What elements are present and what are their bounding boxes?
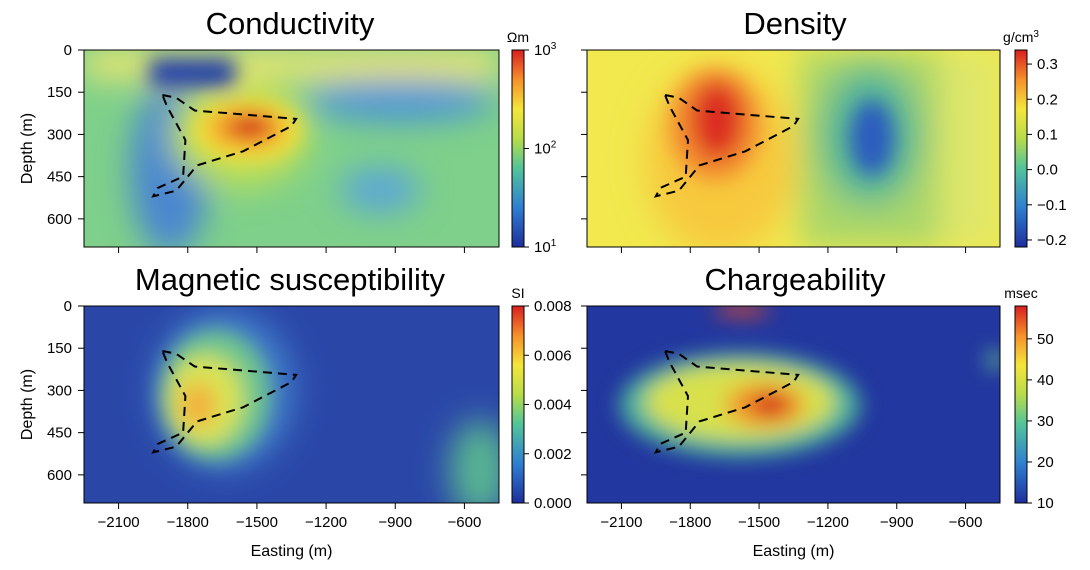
- colorbar-unit: msec: [1004, 285, 1037, 301]
- plot-frame-magnetic-susceptibility: [83, 305, 500, 504]
- colorbar-tick-exponent: 1: [551, 238, 557, 249]
- x-tick-label: −600: [949, 514, 983, 531]
- y-tick-label: 450: [47, 169, 72, 186]
- outline-polygon-magnetic-susceptibility: [151, 349, 298, 454]
- colorbar-tick-exponent: 2: [551, 140, 557, 151]
- colorbar-tick-exponent: 3: [551, 41, 557, 52]
- plot-frame-chargeability: [586, 305, 1001, 504]
- y-tick-label: 600: [47, 467, 72, 484]
- panel-title-magnetic-susceptibility: Magnetic susceptibility: [134, 262, 446, 297]
- colorbar-tick-label: 30: [1037, 413, 1054, 430]
- colorbar-tick-label: 0.006: [534, 347, 572, 364]
- x-tick-label: −2100: [98, 514, 140, 531]
- x-tick-label: −1500: [738, 514, 780, 531]
- colorbar-tick-label: 103: [534, 41, 557, 59]
- panel-title-density: Density: [743, 6, 847, 41]
- colorbar-unit: Ωm: [507, 29, 529, 45]
- outline-polygon-density: [653, 93, 800, 198]
- colorbar-tick-label: 0.002: [534, 446, 572, 463]
- colorbar-magnetic-susceptibility: [511, 305, 525, 504]
- colorbar-tick-label: 10: [1037, 495, 1054, 512]
- colorbar-tick-label: 0.004: [534, 397, 572, 414]
- colorbar-chargeability: [1014, 305, 1028, 504]
- y-tick-label: 150: [47, 84, 72, 101]
- plot-frame-conductivity: [83, 49, 500, 248]
- colorbar-tick-label: 0.2: [1037, 91, 1058, 108]
- x-tick-label: −2100: [600, 514, 642, 531]
- outline-polygon-chargeability: [653, 349, 800, 454]
- panel-title-chargeability: Chargeability: [704, 262, 886, 297]
- x-tick-label: −1800: [669, 514, 711, 531]
- x-tick-label: −1500: [236, 514, 278, 531]
- colorbar-tick-label: 101: [534, 238, 557, 256]
- x-axis-label: Easting (m): [753, 543, 835, 560]
- y-tick-label: 450: [47, 425, 72, 442]
- plot-frame-density: [586, 49, 1001, 248]
- heatmap-conductivity: [84, 50, 499, 247]
- colorbar-tick-label: 0.008: [534, 298, 572, 315]
- y-axis-label: Depth (m): [19, 369, 36, 440]
- x-tick-label: −900: [378, 514, 412, 531]
- y-tick-label: 0: [64, 298, 72, 315]
- colorbar-tick-label: 40: [1037, 372, 1054, 389]
- y-tick-label: 600: [47, 211, 72, 228]
- colorbar-density: [1014, 49, 1028, 248]
- x-tick-label: −900: [880, 514, 914, 531]
- x-axis-label: Easting (m): [251, 543, 333, 560]
- colorbar-tick-label: 0.3: [1037, 56, 1058, 73]
- colorbar-unit: g/cm3: [1003, 29, 1039, 45]
- colorbar-tick-label: −0.1: [1037, 197, 1067, 214]
- outline-polygon-conductivity: [151, 93, 298, 198]
- colorbar-tick-label: 0.000: [534, 495, 572, 512]
- colorbar-tick-label: 50: [1037, 331, 1054, 348]
- x-tick-label: −600: [448, 514, 482, 531]
- y-axis-label: Depth (m): [19, 113, 36, 184]
- panel-title-conductivity: Conductivity: [205, 6, 375, 41]
- colorbar-unit-superscript: 3: [1033, 29, 1039, 40]
- colorbar-unit: SI: [511, 285, 524, 301]
- y-tick-label: 300: [47, 382, 72, 399]
- heatmap-density: [587, 50, 1000, 247]
- colorbar-tick-label: 20: [1037, 454, 1054, 471]
- heatmap-magnetic-susceptibility: [84, 306, 499, 503]
- colorbar-tick-label: −0.2: [1037, 232, 1067, 249]
- colorbar-conductivity: [511, 49, 525, 248]
- x-tick-label: −1200: [305, 514, 347, 531]
- heatmap-chargeability: [587, 306, 1000, 503]
- y-tick-label: 0: [64, 42, 72, 59]
- x-tick-label: −1800: [167, 514, 209, 531]
- colorbar-tick-label: 0.0: [1037, 162, 1058, 179]
- colorbar-tick-label: 102: [534, 140, 557, 158]
- y-tick-label: 300: [47, 126, 72, 143]
- colorbar-tick-label: 0.1: [1037, 126, 1058, 143]
- y-tick-label: 150: [47, 340, 72, 357]
- x-tick-label: −1200: [807, 514, 849, 531]
